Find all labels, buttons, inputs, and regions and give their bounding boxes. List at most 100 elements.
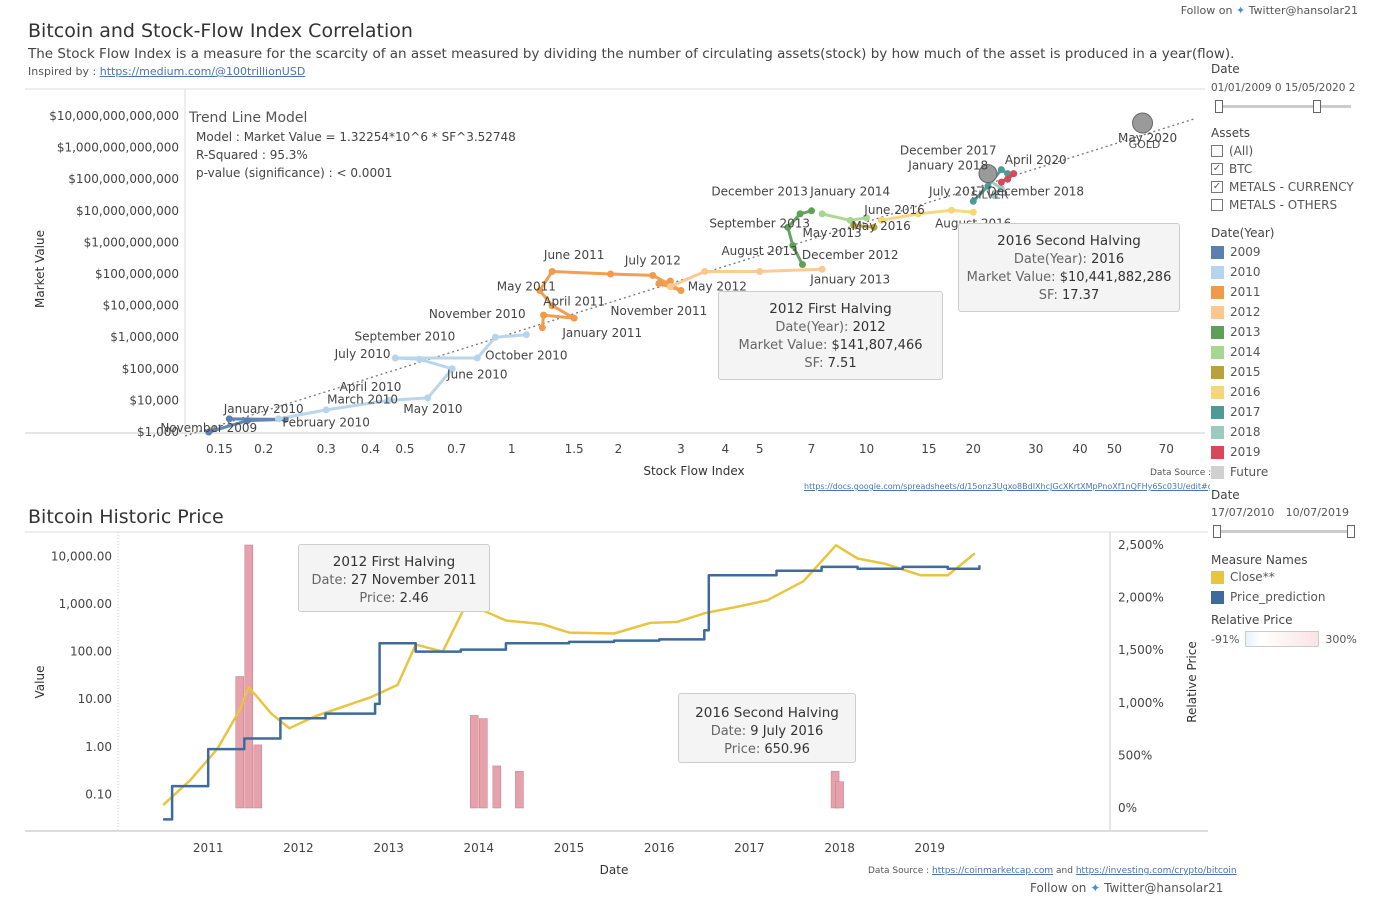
series-point-2011 [666, 277, 674, 285]
slider-handle-end[interactable] [1347, 525, 1355, 538]
legend-label: Future [1230, 465, 1269, 479]
year-legend-item[interactable]: 2010 [1211, 262, 1371, 282]
tooltip-2012-price: 2012 First Halving Date: 27 November 201… [298, 544, 490, 612]
asset-checkbox-item[interactable]: (All) [1211, 142, 1371, 160]
year-legend-item[interactable]: 2014 [1211, 342, 1371, 362]
tooltip-key: Price: [359, 591, 400, 606]
source2-label: Data Source : [868, 866, 930, 876]
x-tick-label: 5 [756, 442, 764, 456]
date2-slider[interactable] [1211, 523, 1356, 539]
point-annotation: January 2011 [561, 326, 642, 340]
section-title-price: Bitcoin Historic Price [28, 506, 224, 528]
asset-checkbox-item[interactable]: METALS - OTHERS [1211, 196, 1371, 214]
series-point-2011 [548, 302, 556, 310]
stock-flow-chart[interactable]: $1,000 $10,000 $100,000 $1,000,000 $10,000,0… [0, 84, 1210, 494]
page-subtitle: The Stock Flow Index is a measure for th… [28, 46, 1235, 62]
twitter-bird-icon: ✦ [1235, 4, 1246, 17]
y-tick-label: $100,000 [122, 362, 179, 376]
point-annotation: May 2012 [688, 280, 747, 294]
assets-label: Assets [1211, 126, 1251, 140]
y-tick-label: $10,000 [129, 393, 179, 407]
inspired-link[interactable]: https://medium.com/@100trillionUSD [99, 65, 306, 78]
year-legend-item[interactable]: 2013 [1211, 322, 1371, 342]
asset-label: METALS - CURRENCY [1229, 180, 1354, 194]
point-annotation: February 2010 [282, 415, 370, 429]
source2-link1[interactable]: https://coinmarketcap.com [932, 866, 1054, 876]
y-tick-label: 1,000.00 [59, 597, 112, 611]
relative-price-bar [253, 744, 263, 809]
relative-price-bar [515, 770, 524, 809]
source2-and: and [1056, 866, 1073, 876]
x-axis-title: Date [600, 863, 629, 877]
checkbox-icon[interactable] [1211, 199, 1223, 211]
series-point-2016 [948, 206, 956, 214]
historic-price-chart[interactable]: 0.10 1.00 10.00 100.00 1,000.00 10,000.00 0% 50… [0, 530, 1210, 880]
legend-swatch [1211, 365, 1224, 379]
x-tick-label: 2016 [644, 841, 675, 855]
twitter-handle[interactable]: Twitter@hansolar21 [1104, 881, 1224, 895]
x-tick-label: 2012 [283, 841, 314, 855]
point-annotation: January 2010 [223, 402, 304, 416]
y2-tick-label: 0% [1118, 801, 1137, 815]
metal-bubble-gold [1132, 112, 1154, 134]
y-tick-label: $10,000,000 [103, 299, 179, 313]
year-legend-item[interactable]: 2011 [1211, 282, 1371, 302]
tooltip-value: 650.96 [764, 742, 810, 757]
series-point-2009 [225, 415, 233, 423]
year-legend-item[interactable]: 2019 [1211, 442, 1371, 462]
slider-handle-start[interactable] [1215, 100, 1223, 113]
year-legend-item[interactable]: 2017 [1211, 402, 1371, 422]
date2-end: 10/07/2019 [1285, 506, 1349, 519]
checkbox-icon[interactable] [1211, 145, 1223, 157]
series-line-2012 [669, 267, 823, 288]
source1-link[interactable]: https://docs.google.com/spreadsheets/d/1… [804, 482, 1210, 491]
series-point-2013 [808, 207, 816, 215]
measure-legend-item[interactable]: Price_prediction [1211, 587, 1371, 607]
source2: Data Source : https://coinmarketcap.com … [868, 866, 1237, 876]
legend-swatch [1211, 385, 1224, 399]
checkbox-icon[interactable]: ✓ [1211, 163, 1223, 175]
sidebar: Date 01/01/2009 0 15/05/2020 2 Assets (A… [1211, 62, 1371, 647]
year-legend-item[interactable]: 2012 [1211, 302, 1371, 322]
legend-swatch [1211, 425, 1224, 439]
year-legend-item[interactable]: Future [1211, 462, 1371, 482]
series-point-2010 [522, 331, 530, 339]
legend-label: 2017 [1230, 405, 1261, 419]
tooltip-2016-second-halving: 2016 Second Halving Date(Year): 2016 Mar… [958, 223, 1180, 312]
point-annotation: December 2013 [711, 185, 808, 199]
tooltip-key: SF: [1038, 288, 1062, 303]
point-annotation: September 2010 [355, 329, 456, 343]
slider-handle-start[interactable] [1213, 525, 1221, 538]
year-legend-item[interactable]: 2018 [1211, 422, 1371, 442]
tooltip-key: Date(Year): [1013, 252, 1092, 267]
year-legend-item[interactable]: 2009 [1211, 242, 1371, 262]
legend-swatch [1211, 265, 1224, 279]
year-legend-item[interactable]: 2016 [1211, 382, 1371, 402]
year-legend-item[interactable]: 2015 [1211, 362, 1371, 382]
metal-label: SILVER [971, 189, 1009, 202]
point-annotation: November 2011 [611, 304, 708, 318]
measure-legend-item[interactable]: Close** [1211, 567, 1371, 587]
checkbox-icon[interactable]: ✓ [1211, 181, 1223, 193]
x-tick-label: 4 [721, 442, 729, 456]
twitter-handle[interactable]: Twitter@hansolar21 [1248, 4, 1358, 17]
assets-list: (All) ✓ BTC ✓ METALS - CURRENCY METALS - OTHE… [1211, 142, 1371, 214]
y-tick-label: $1,000,000 [110, 330, 179, 344]
source2-link2[interactable]: https://investing.com/crypto/bitcoin [1075, 866, 1237, 876]
point-annotation: April 2011 [543, 295, 605, 309]
asset-checkbox-item[interactable]: ✓ METALS - CURRENCY [1211, 178, 1371, 196]
tooltip-key: SF: [804, 356, 828, 371]
x-tick-label: 2014 [464, 841, 495, 855]
asset-checkbox-item[interactable]: ✓ BTC [1211, 160, 1371, 178]
y-tick-label: 0.10 [85, 788, 112, 802]
slider-handle-end[interactable] [1313, 100, 1321, 113]
date-slider[interactable] [1211, 98, 1371, 114]
relative-price-bar [470, 715, 479, 809]
follow-top[interactable]: Follow on ✦ Twitter@hansolar21 [1181, 4, 1358, 17]
source1-label: Data Source : [1150, 468, 1212, 478]
tooltip-2012-first-halving: 2012 First Halving Date(Year): 2012 Mark… [718, 291, 943, 380]
series-point-2017 [984, 182, 992, 190]
series-point-2010 [322, 406, 330, 414]
follow-bottom[interactable]: Follow on ✦ Twitter@hansolar21 [1030, 881, 1223, 895]
x-tick-label: 0.2 [254, 442, 273, 456]
